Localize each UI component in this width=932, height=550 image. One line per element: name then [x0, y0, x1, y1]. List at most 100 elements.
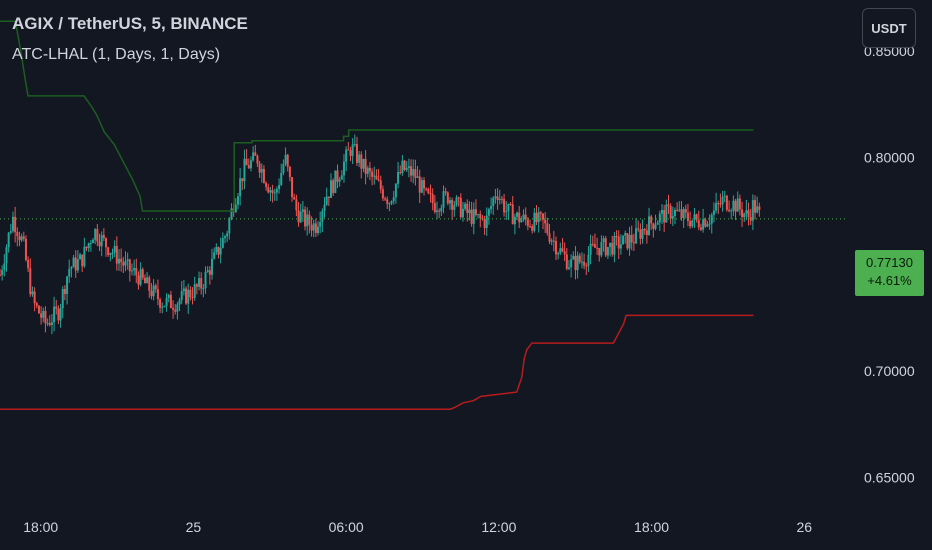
price-change-percent: +4.61% [867, 273, 912, 288]
candle-body [572, 255, 575, 260]
candle-body [451, 200, 454, 210]
candle-body [587, 254, 590, 266]
candle-body [16, 232, 19, 237]
candle-body [414, 169, 417, 178]
candle-body [756, 206, 759, 213]
candle-body [202, 288, 205, 290]
candle-body [403, 160, 406, 170]
candle-body [189, 289, 192, 298]
time-tick-label: 06:00 [329, 519, 364, 535]
last-price-tag: 0.77130 +4.61% [855, 250, 924, 296]
candle-body [468, 209, 471, 214]
candle-body [135, 268, 138, 276]
candle-body [741, 209, 744, 218]
symbol-title[interactable]: AGIX / TetherUS, 5, BINANCE [12, 14, 248, 33]
candle-body [518, 212, 521, 223]
candle-body [505, 211, 508, 213]
candle-body [22, 236, 25, 239]
candle-body [351, 144, 354, 156]
candle-body [531, 226, 534, 231]
candle-body [734, 200, 737, 212]
candle-body [754, 200, 757, 213]
candle-body [11, 216, 14, 232]
candle-body [349, 150, 352, 156]
candle-body [200, 278, 203, 289]
candle-body [148, 277, 151, 291]
candle-body [645, 230, 648, 236]
candle-body [105, 238, 108, 248]
candle-body [637, 228, 640, 230]
candle-body [470, 209, 473, 224]
candle-body [182, 288, 185, 292]
candle-body [304, 209, 307, 227]
candle-body [474, 209, 477, 215]
candle-body [611, 242, 614, 255]
candle-body [483, 219, 486, 229]
candle-body [410, 166, 413, 176]
currency-button[interactable]: USDT [862, 8, 916, 48]
candle-body [14, 216, 17, 233]
candle-body [295, 199, 298, 211]
candle-body [461, 208, 464, 218]
candle-body [546, 223, 549, 234]
candle-body [684, 209, 687, 213]
candle-body [392, 197, 395, 202]
time-tick-label: 26 [796, 519, 812, 535]
candle-body [503, 199, 506, 213]
candle-body [342, 161, 345, 176]
candle-body [353, 144, 356, 146]
candle-body [111, 252, 114, 254]
candle-body [308, 214, 311, 225]
candle-body [712, 210, 715, 215]
candle-body [699, 227, 702, 230]
candle-body [535, 212, 538, 223]
candle-body [589, 243, 592, 255]
candle-body [641, 228, 644, 239]
candle-body [89, 243, 92, 245]
candle-body [85, 246, 88, 249]
candle-body [751, 200, 754, 221]
candle-body [537, 212, 540, 223]
candle-body [323, 204, 326, 211]
candle-body [133, 268, 136, 271]
candle-body [317, 226, 320, 233]
candle-body [598, 247, 601, 256]
candle-body [187, 289, 190, 304]
candle-body [520, 219, 523, 223]
candle-body [516, 212, 519, 217]
candle-body [576, 255, 579, 271]
candle-body [721, 196, 724, 205]
candle-body [163, 305, 166, 307]
candle-body [219, 247, 222, 255]
candle-body [477, 214, 480, 216]
candle-body [282, 164, 285, 173]
candle-body [669, 205, 672, 219]
candle-body [715, 203, 718, 211]
candle-body [44, 310, 47, 324]
candle-body [377, 179, 380, 181]
indicator-title[interactable]: ATC-LHAL (1, Days, 1, Days) [12, 46, 221, 63]
candle-body [401, 160, 404, 174]
candle-body [643, 228, 646, 231]
candle-body [658, 213, 661, 223]
candle-body [338, 179, 341, 182]
candle-body [81, 254, 84, 267]
candle-body [362, 158, 365, 169]
candle-body [286, 154, 289, 167]
candle-body [758, 206, 761, 210]
candle-body [656, 222, 659, 225]
candle-body [345, 149, 348, 162]
candle-body [723, 195, 726, 197]
candle-body [697, 219, 700, 228]
candle-body [585, 265, 588, 267]
candle-body [211, 258, 214, 275]
time-axis[interactable]: 18:00 25 06:00 12:00 18:00 26 [23, 519, 812, 535]
candle-body [730, 210, 733, 212]
candle-body [130, 270, 133, 272]
candle-body [639, 229, 642, 239]
candle-body [466, 203, 469, 214]
candle-body [258, 163, 261, 173]
candle-body [686, 212, 689, 222]
